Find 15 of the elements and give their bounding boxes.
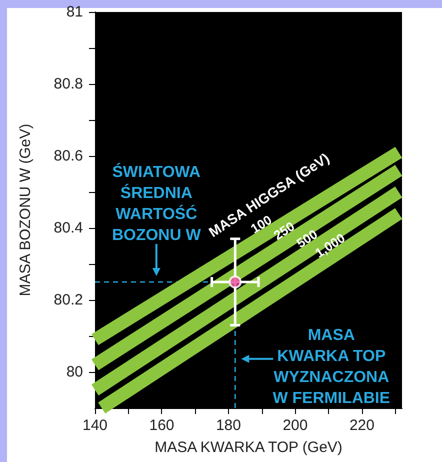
annotation: MASA KWARKA TOP WYZNACZONA W FERMILABIE bbox=[272, 326, 390, 407]
y-tick-label: 80.8 bbox=[54, 76, 83, 92]
x-tick-label: 220 bbox=[349, 417, 374, 434]
y-tick-label: 81 bbox=[66, 4, 83, 20]
y-axis-title: MASA BOZONU W (GeV) bbox=[17, 124, 34, 296]
y-tick-label: 80.2 bbox=[54, 292, 83, 308]
y-tick-label: 80.4 bbox=[54, 220, 83, 236]
x-axis-title: MASA KWARKA TOP (GeV) bbox=[154, 439, 342, 456]
x-tick-label: 160 bbox=[149, 417, 174, 434]
annotation: ŚWIATOWA ŚREDNIA WARTOŚĆ BOZONU W bbox=[112, 162, 202, 244]
y-tick-label: 80 bbox=[66, 364, 83, 380]
x-tick-label: 140 bbox=[82, 417, 108, 434]
x-tick-label: 200 bbox=[282, 417, 308, 434]
x-tick-label: 180 bbox=[216, 417, 241, 434]
y-tick-label: 80.6 bbox=[54, 148, 83, 164]
